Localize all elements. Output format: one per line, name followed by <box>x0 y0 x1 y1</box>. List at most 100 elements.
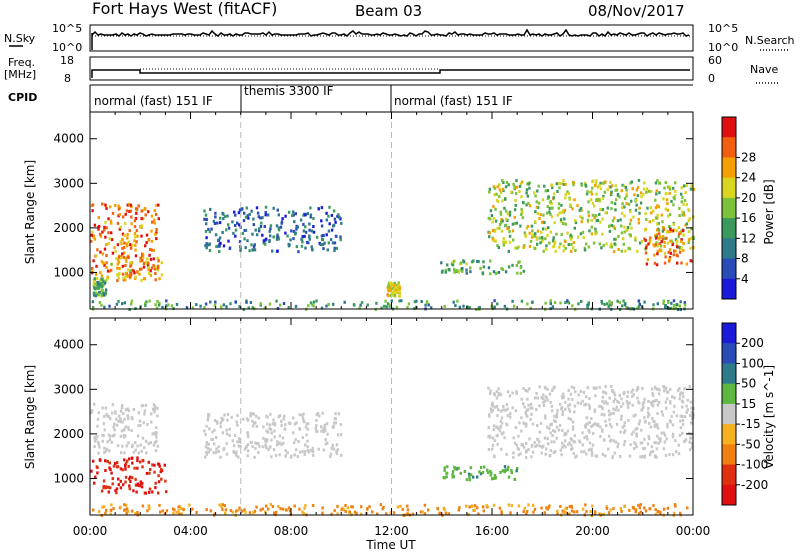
velocity-cell <box>108 466 111 470</box>
power-cell <box>105 261 108 265</box>
velocity-cell <box>246 433 250 437</box>
velocity-cell <box>524 412 528 415</box>
velocity-cell <box>638 512 641 515</box>
velocity-cell <box>553 414 556 418</box>
velocity-cell <box>626 390 630 394</box>
velocity-cell <box>115 491 118 495</box>
power-cell <box>661 235 665 239</box>
power-cell <box>658 242 661 246</box>
velocity-cell <box>654 386 657 390</box>
velocity-cell <box>691 441 694 445</box>
power-cell <box>212 219 216 223</box>
power-cell <box>512 182 515 186</box>
power-cell <box>93 293 96 297</box>
power-cell <box>623 184 626 188</box>
power-cell <box>678 246 682 249</box>
power-cell <box>165 304 168 308</box>
power-cell <box>327 214 330 218</box>
power-cell <box>258 227 261 231</box>
power-cell <box>398 287 402 291</box>
velocity-cell <box>671 435 675 439</box>
freq-label: Freq. <box>8 56 35 69</box>
velocity-cell <box>141 404 145 408</box>
velocity-cell <box>112 507 115 511</box>
velocity-cell <box>538 430 541 434</box>
power-cell <box>123 241 126 245</box>
power-cell <box>107 231 110 235</box>
power-cell <box>648 238 652 242</box>
velocity-cell <box>585 416 589 420</box>
velocity-cell <box>562 444 566 448</box>
power-cell <box>627 202 631 206</box>
velocity-cell <box>287 506 291 510</box>
power-cell <box>599 220 602 224</box>
power-cell <box>536 229 540 233</box>
power-cell <box>257 215 260 219</box>
velocity-cell <box>101 406 104 410</box>
velocity-cell <box>656 423 659 427</box>
power-cell <box>558 186 561 190</box>
power-cell <box>135 229 139 233</box>
power-cell <box>461 267 464 270</box>
power-cell <box>247 216 250 220</box>
velocity-cell <box>636 427 639 431</box>
power-cell <box>568 203 572 207</box>
power-cell <box>128 229 131 233</box>
power-cell <box>603 180 607 184</box>
velocity-cell <box>510 504 513 508</box>
velocity-colorbar-swatch <box>722 383 736 405</box>
power-cell <box>662 299 665 303</box>
velocity-cell <box>588 405 592 409</box>
power-cell <box>682 229 685 233</box>
velocity-cell <box>570 509 574 513</box>
power-cell <box>103 225 106 229</box>
power-cell <box>616 193 620 197</box>
velocity-cell <box>379 503 382 507</box>
velocity-cell <box>549 431 552 435</box>
power-cell <box>672 196 675 200</box>
power-cell <box>158 277 161 281</box>
velocity-cell <box>569 417 573 421</box>
power-cell <box>209 207 212 211</box>
velocity-cell <box>104 511 107 515</box>
velocity-cell <box>105 447 109 451</box>
velocity-cell <box>641 387 644 390</box>
power-cell <box>144 213 147 217</box>
power-cell <box>253 243 256 247</box>
power-cell <box>665 198 669 202</box>
power-cell <box>587 200 590 204</box>
velocity-cell <box>536 437 539 441</box>
velocity-cell <box>213 512 216 516</box>
power-cell <box>663 244 666 248</box>
power-cell <box>153 267 157 271</box>
power-cell <box>570 235 574 239</box>
velocity-cell <box>154 486 157 490</box>
power-cell <box>454 269 457 273</box>
power-cell <box>220 305 223 309</box>
power-cell <box>138 267 142 271</box>
velocity-cell <box>619 455 622 458</box>
power-cell <box>574 221 578 225</box>
velocity-cell <box>688 384 691 388</box>
velocity-cell <box>649 425 653 429</box>
power-cell <box>155 228 158 231</box>
velocity-cell <box>293 453 296 457</box>
power-cell <box>603 303 606 306</box>
power-cell <box>290 229 293 233</box>
power-cell <box>228 247 231 251</box>
power-cell <box>148 272 151 275</box>
power-cell <box>683 303 687 307</box>
power-cell <box>522 245 526 249</box>
power-cell <box>637 304 641 308</box>
velocity-cell <box>491 443 495 447</box>
power-cell <box>595 192 598 196</box>
velocity-cell <box>530 455 533 459</box>
velocity-cell <box>114 410 117 414</box>
power-cell <box>134 243 137 247</box>
power-cell <box>218 236 222 240</box>
power-colorbar-tick-label: 24 <box>741 171 756 185</box>
power-cell <box>302 229 306 233</box>
velocity-cell <box>136 444 139 448</box>
velocity-cell <box>105 485 108 489</box>
power-cell <box>444 268 447 272</box>
